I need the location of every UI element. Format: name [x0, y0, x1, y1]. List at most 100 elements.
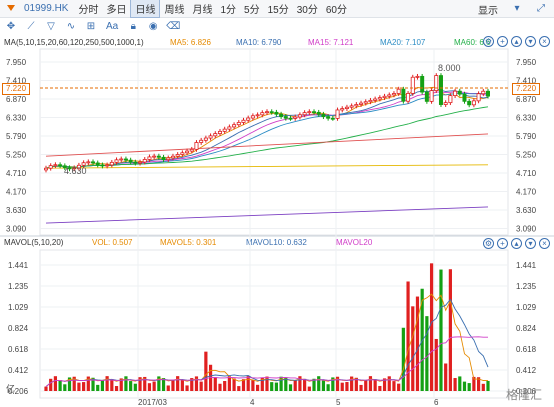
- volume-bar: [49, 378, 53, 391]
- crosshair-icon[interactable]: ✥: [6, 20, 16, 32]
- axis-labels: 7.950 7.950 7.410 7.410 6.870 6.870 6.330 6.330…: [6, 58, 537, 407]
- volume-bar: [237, 386, 241, 391]
- price-tick-left: 3.630: [6, 206, 27, 215]
- tab-5min[interactable]: 5分: [244, 5, 260, 16]
- volume-bar: [354, 377, 358, 391]
- volume-bar: [63, 384, 67, 391]
- symbol-code[interactable]: 01999.HK: [24, 3, 69, 14]
- volume-bar: [133, 383, 137, 391]
- down-icon[interactable]: ▾: [525, 36, 536, 47]
- tab-intraday[interactable]: 分时: [78, 5, 99, 16]
- price-tick-left: 6.870: [6, 95, 27, 104]
- display-menu-button[interactable]: 显示: [478, 5, 498, 17]
- ma-panel-icons: ⚙ + ▴ ▾ ×: [483, 36, 550, 47]
- candle-body: [128, 159, 133, 163]
- volume-bar: [387, 376, 391, 391]
- candle-body: [471, 100, 476, 106]
- candle-body: [368, 99, 373, 103]
- tab-60min[interactable]: 60分: [325, 5, 347, 16]
- tab-monthly[interactable]: 月线: [192, 5, 213, 16]
- tab-weekly[interactable]: 周线: [164, 5, 185, 16]
- wave-draw-icon[interactable]: ∿: [66, 20, 76, 32]
- candle-body: [105, 164, 110, 167]
- volume-bar: [472, 376, 476, 391]
- candle-body: [344, 106, 349, 109]
- candle-body: [217, 130, 222, 135]
- volume-bar: [176, 376, 180, 391]
- lock-icon[interactable]: 🔒︎: [130, 20, 136, 32]
- price-tick-right: 6.870: [516, 95, 537, 104]
- current-price-tag-left: 7.220: [2, 83, 31, 95]
- candle-body: [255, 114, 260, 117]
- ma120-line: [45, 164, 489, 169]
- date-label: 5: [336, 398, 341, 407]
- price-tick-right: 6.330: [516, 114, 537, 123]
- tab-15min[interactable]: 15分: [267, 5, 289, 16]
- vol-settings-icon[interactable]: ⚙: [483, 238, 494, 249]
- volume-bar: [227, 376, 231, 391]
- candle-body: [326, 116, 331, 119]
- volume-bar: [223, 381, 227, 391]
- price-tick-right: 5.250: [516, 151, 537, 160]
- ma250-line: [45, 206, 489, 224]
- price-panel-frame: [39, 48, 509, 236]
- line-draw-icon[interactable]: ⟋: [27, 20, 35, 32]
- tab-1min[interactable]: 1分: [220, 5, 237, 16]
- candles: [44, 73, 490, 173]
- low-price-label: 4.630: [64, 166, 87, 176]
- delete-icon[interactable]: ⌫: [166, 20, 181, 32]
- vol-tick-right: 0.824: [516, 324, 537, 333]
- volume-bar: [368, 376, 373, 391]
- ma15-line: [45, 91, 489, 169]
- fan-draw-icon[interactable]: ▽: [47, 20, 55, 32]
- price-tick-right: 7.950: [516, 58, 537, 67]
- candle-body: [203, 137, 208, 141]
- volume-bar: [190, 378, 194, 391]
- volume-bar: [406, 281, 410, 391]
- candle-body: [185, 150, 190, 154]
- vol-tick-right: 0.412: [516, 366, 537, 375]
- candle-body: [462, 93, 467, 102]
- candle-body: [485, 90, 490, 97]
- candle-body: [401, 88, 406, 102]
- ma-title[interactable]: MA(5,10,15,20,60,120,250,500,1000,1): [4, 38, 144, 47]
- candle-body: [95, 162, 100, 166]
- price-tick-left: 4.710: [6, 169, 27, 178]
- vol-up-icon[interactable]: ▴: [511, 238, 522, 249]
- add-icon[interactable]: +: [497, 36, 508, 47]
- tab-daily[interactable]: 日线: [130, 0, 161, 18]
- volume-bar: [486, 380, 490, 391]
- volume-bar: [58, 380, 62, 391]
- volume-bar: [77, 382, 81, 391]
- text-tool-button[interactable]: Aa: [106, 21, 119, 32]
- ma500-line: [45, 133, 489, 157]
- volume-bar: [194, 376, 199, 391]
- ma60-line: [45, 106, 489, 169]
- close-icon[interactable]: ×: [539, 36, 550, 47]
- tab-30min[interactable]: 30分: [296, 5, 318, 16]
- volume-bar: [476, 377, 481, 391]
- candle-body: [481, 90, 486, 95]
- candle-body: [213, 133, 218, 137]
- up-icon[interactable]: ▴: [511, 36, 522, 47]
- volume-bar: [119, 378, 123, 391]
- vol-close-icon[interactable]: ×: [539, 238, 550, 249]
- candle-body: [109, 161, 114, 166]
- mavol-title[interactable]: MAVOL(5,10,20): [4, 238, 64, 247]
- tab-multi-day[interactable]: 多日: [106, 5, 127, 16]
- fullscreen-icon[interactable]: ⤢: [537, 3, 545, 14]
- ma10-value: MA10: 6.790: [236, 38, 282, 47]
- mavol10-value: MAVOL10: 0.632: [246, 238, 307, 247]
- chart-type-icon[interactable]: ⊞: [86, 20, 96, 32]
- vol-tick-right: 0.206: [516, 387, 537, 396]
- volume-bar: [293, 380, 297, 391]
- symbol-selector-icon[interactable]: [4, 0, 18, 18]
- vol-add-icon[interactable]: +: [497, 238, 508, 249]
- volume-bar: [397, 383, 401, 391]
- settings-icon[interactable]: ⚙: [483, 36, 494, 47]
- chevron-down-icon[interactable]: ▾: [514, 3, 520, 14]
- vol-down-icon[interactable]: ▾: [525, 238, 536, 249]
- vol-tick-right: 1.235: [516, 282, 537, 291]
- eye-icon[interactable]: ◉: [148, 20, 158, 32]
